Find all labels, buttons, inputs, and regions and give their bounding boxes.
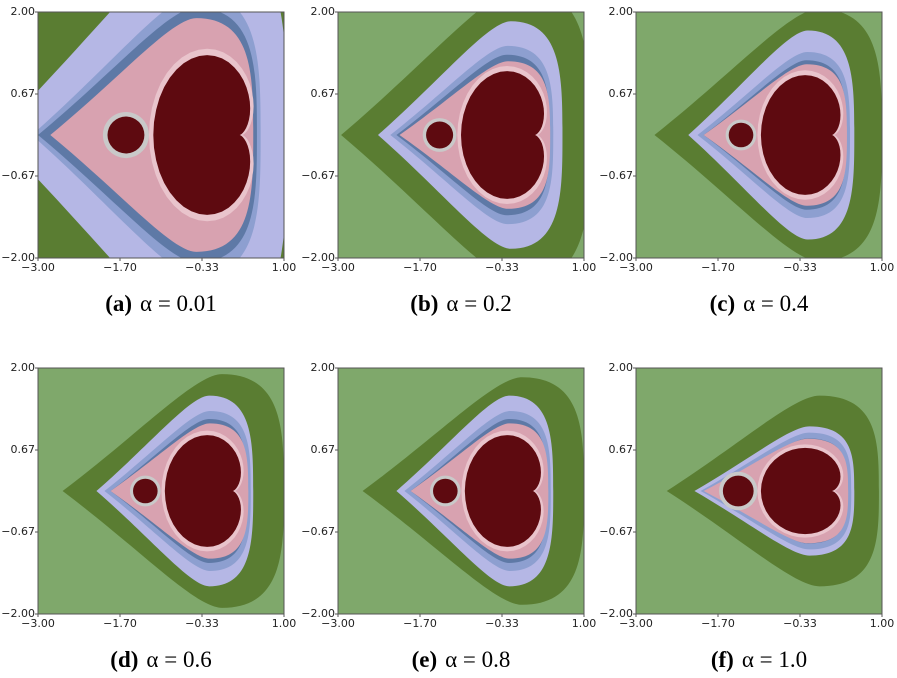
fractal-image [636, 368, 882, 614]
x-tick-label: −3.00 [21, 261, 55, 274]
main-body [461, 71, 545, 199]
bulb [133, 478, 158, 504]
caption: (f) α = 1.0 [711, 647, 807, 672]
plot-frame [37, 11, 285, 259]
main-body [760, 75, 841, 195]
caption-label: (a) [105, 291, 132, 316]
x-tick-label: 1.00 [272, 261, 297, 274]
caption-text: α = 0.01 [140, 291, 217, 316]
y-tick-label: −2.00 [301, 607, 335, 620]
y-tick-label: −2.00 [1, 607, 35, 620]
x-tick-label: −1.70 [403, 617, 437, 630]
panel: −3.00 −1.70 −0.33 1.00 2.00 0.67 −0.67 −2.00 (b)… [301, 5, 597, 316]
panel: −3.00 −1.70 −0.33 1.00 2.00 0.67 −0.67 −2.00 (c)… [599, 5, 894, 316]
y-tick-label: 2.00 [11, 361, 36, 374]
y-tick-label: −0.67 [599, 169, 633, 182]
x-tick-label: 1.00 [870, 261, 895, 274]
bulb [722, 475, 754, 507]
y-tick-label: −0.67 [301, 169, 335, 182]
plot-frame [37, 367, 285, 615]
caption-text: α = 1.0 [742, 647, 807, 672]
y-tick-label: −2.00 [599, 251, 633, 264]
x-tick-label: −1.70 [701, 261, 735, 274]
main-body [464, 435, 541, 547]
y-tick-label: 2.00 [311, 5, 336, 18]
plot-frame [337, 367, 585, 615]
caption-text: α = 0.6 [146, 647, 211, 672]
x-tick-label: −3.00 [21, 617, 55, 630]
fractal-image [338, 12, 584, 258]
x-tick-label: 1.00 [272, 617, 297, 630]
x-tick-label: −1.70 [103, 617, 137, 630]
bulb [426, 121, 454, 149]
x-tick-label: −1.70 [403, 261, 437, 274]
y-tick-label: 0.67 [311, 443, 336, 456]
caption: (b) α = 0.2 [410, 291, 511, 316]
x-tick-label: −0.33 [185, 261, 219, 274]
y-tick-label: 2.00 [609, 5, 634, 18]
y-tick-label: 2.00 [609, 361, 634, 374]
plot-frame [635, 11, 883, 259]
y-tick-label: −2.00 [301, 251, 335, 264]
caption: (e) α = 0.8 [412, 647, 511, 672]
caption-label: (e) [412, 647, 438, 672]
caption-label: (d) [110, 647, 138, 672]
y-tick-label: 0.67 [609, 87, 634, 100]
x-tick-label: −1.70 [103, 261, 137, 274]
y-tick-label: −0.67 [301, 525, 335, 538]
main-body [153, 55, 251, 215]
y-tick-label: −0.67 [599, 525, 633, 538]
bulb [433, 478, 458, 504]
x-tick-label: −3.00 [619, 261, 653, 274]
x-tick-label: −0.33 [783, 617, 817, 630]
caption: (c) α = 0.4 [710, 291, 809, 316]
fractal-image [38, 368, 284, 614]
y-tick-label: −2.00 [1, 251, 35, 264]
caption-label: (b) [410, 291, 438, 316]
main-body [760, 447, 841, 535]
plot-frame [635, 367, 883, 615]
x-tick-label: −3.00 [619, 617, 653, 630]
y-tick-label: 0.67 [609, 443, 634, 456]
fractal-image [636, 12, 882, 258]
x-tick-label: −0.33 [485, 617, 519, 630]
y-tick-label: −0.67 [1, 525, 35, 538]
bulb [107, 116, 145, 154]
x-tick-label: −0.33 [185, 617, 219, 630]
y-tick-label: 0.67 [11, 87, 36, 100]
x-tick-label: −3.00 [321, 617, 355, 630]
y-tick-label: 2.00 [311, 361, 336, 374]
plot-frame [337, 11, 585, 259]
panel: −3.00 −1.70 −0.33 1.00 2.00 0.67 −0.67 −2.00 (a)… [1, 5, 297, 316]
caption-text: α = 0.8 [445, 647, 510, 672]
y-tick-label: 0.67 [311, 87, 336, 100]
panel: −3.00 −1.70 −0.33 1.00 2.00 0.67 −0.67 −2.00 (e)… [301, 361, 596, 672]
caption-label: (c) [710, 291, 736, 316]
x-tick-label: −0.33 [783, 261, 817, 274]
x-tick-label: −3.00 [321, 261, 355, 274]
caption: (d) α = 0.6 [110, 647, 211, 672]
x-tick-label: −0.33 [485, 261, 519, 274]
x-tick-label: 1.00 [870, 617, 895, 630]
y-tick-label: −0.67 [1, 169, 35, 182]
caption-label: (f) [711, 647, 734, 672]
fractal-image [338, 368, 584, 614]
bulb [728, 122, 754, 148]
fractal-image [38, 12, 284, 258]
x-tick-label: −1.70 [701, 617, 735, 630]
main-body [164, 435, 241, 547]
y-tick-label: 0.67 [11, 443, 36, 456]
caption-text: α = 0.2 [446, 291, 511, 316]
y-tick-label: 2.00 [11, 5, 36, 18]
panel: −3.00 −1.70 −0.33 1.00 2.00 0.67 −0.67 −2.00 (f)… [599, 361, 894, 672]
caption: (a) α = 0.01 [105, 291, 217, 316]
x-tick-label: 1.00 [572, 617, 597, 630]
y-tick-label: −2.00 [599, 607, 633, 620]
panel: −3.00 −1.70 −0.33 1.00 2.00 0.67 −0.67 −2.00 (d)… [1, 361, 296, 672]
x-tick-label: 1.00 [572, 261, 597, 274]
caption-text: α = 0.4 [743, 291, 809, 316]
